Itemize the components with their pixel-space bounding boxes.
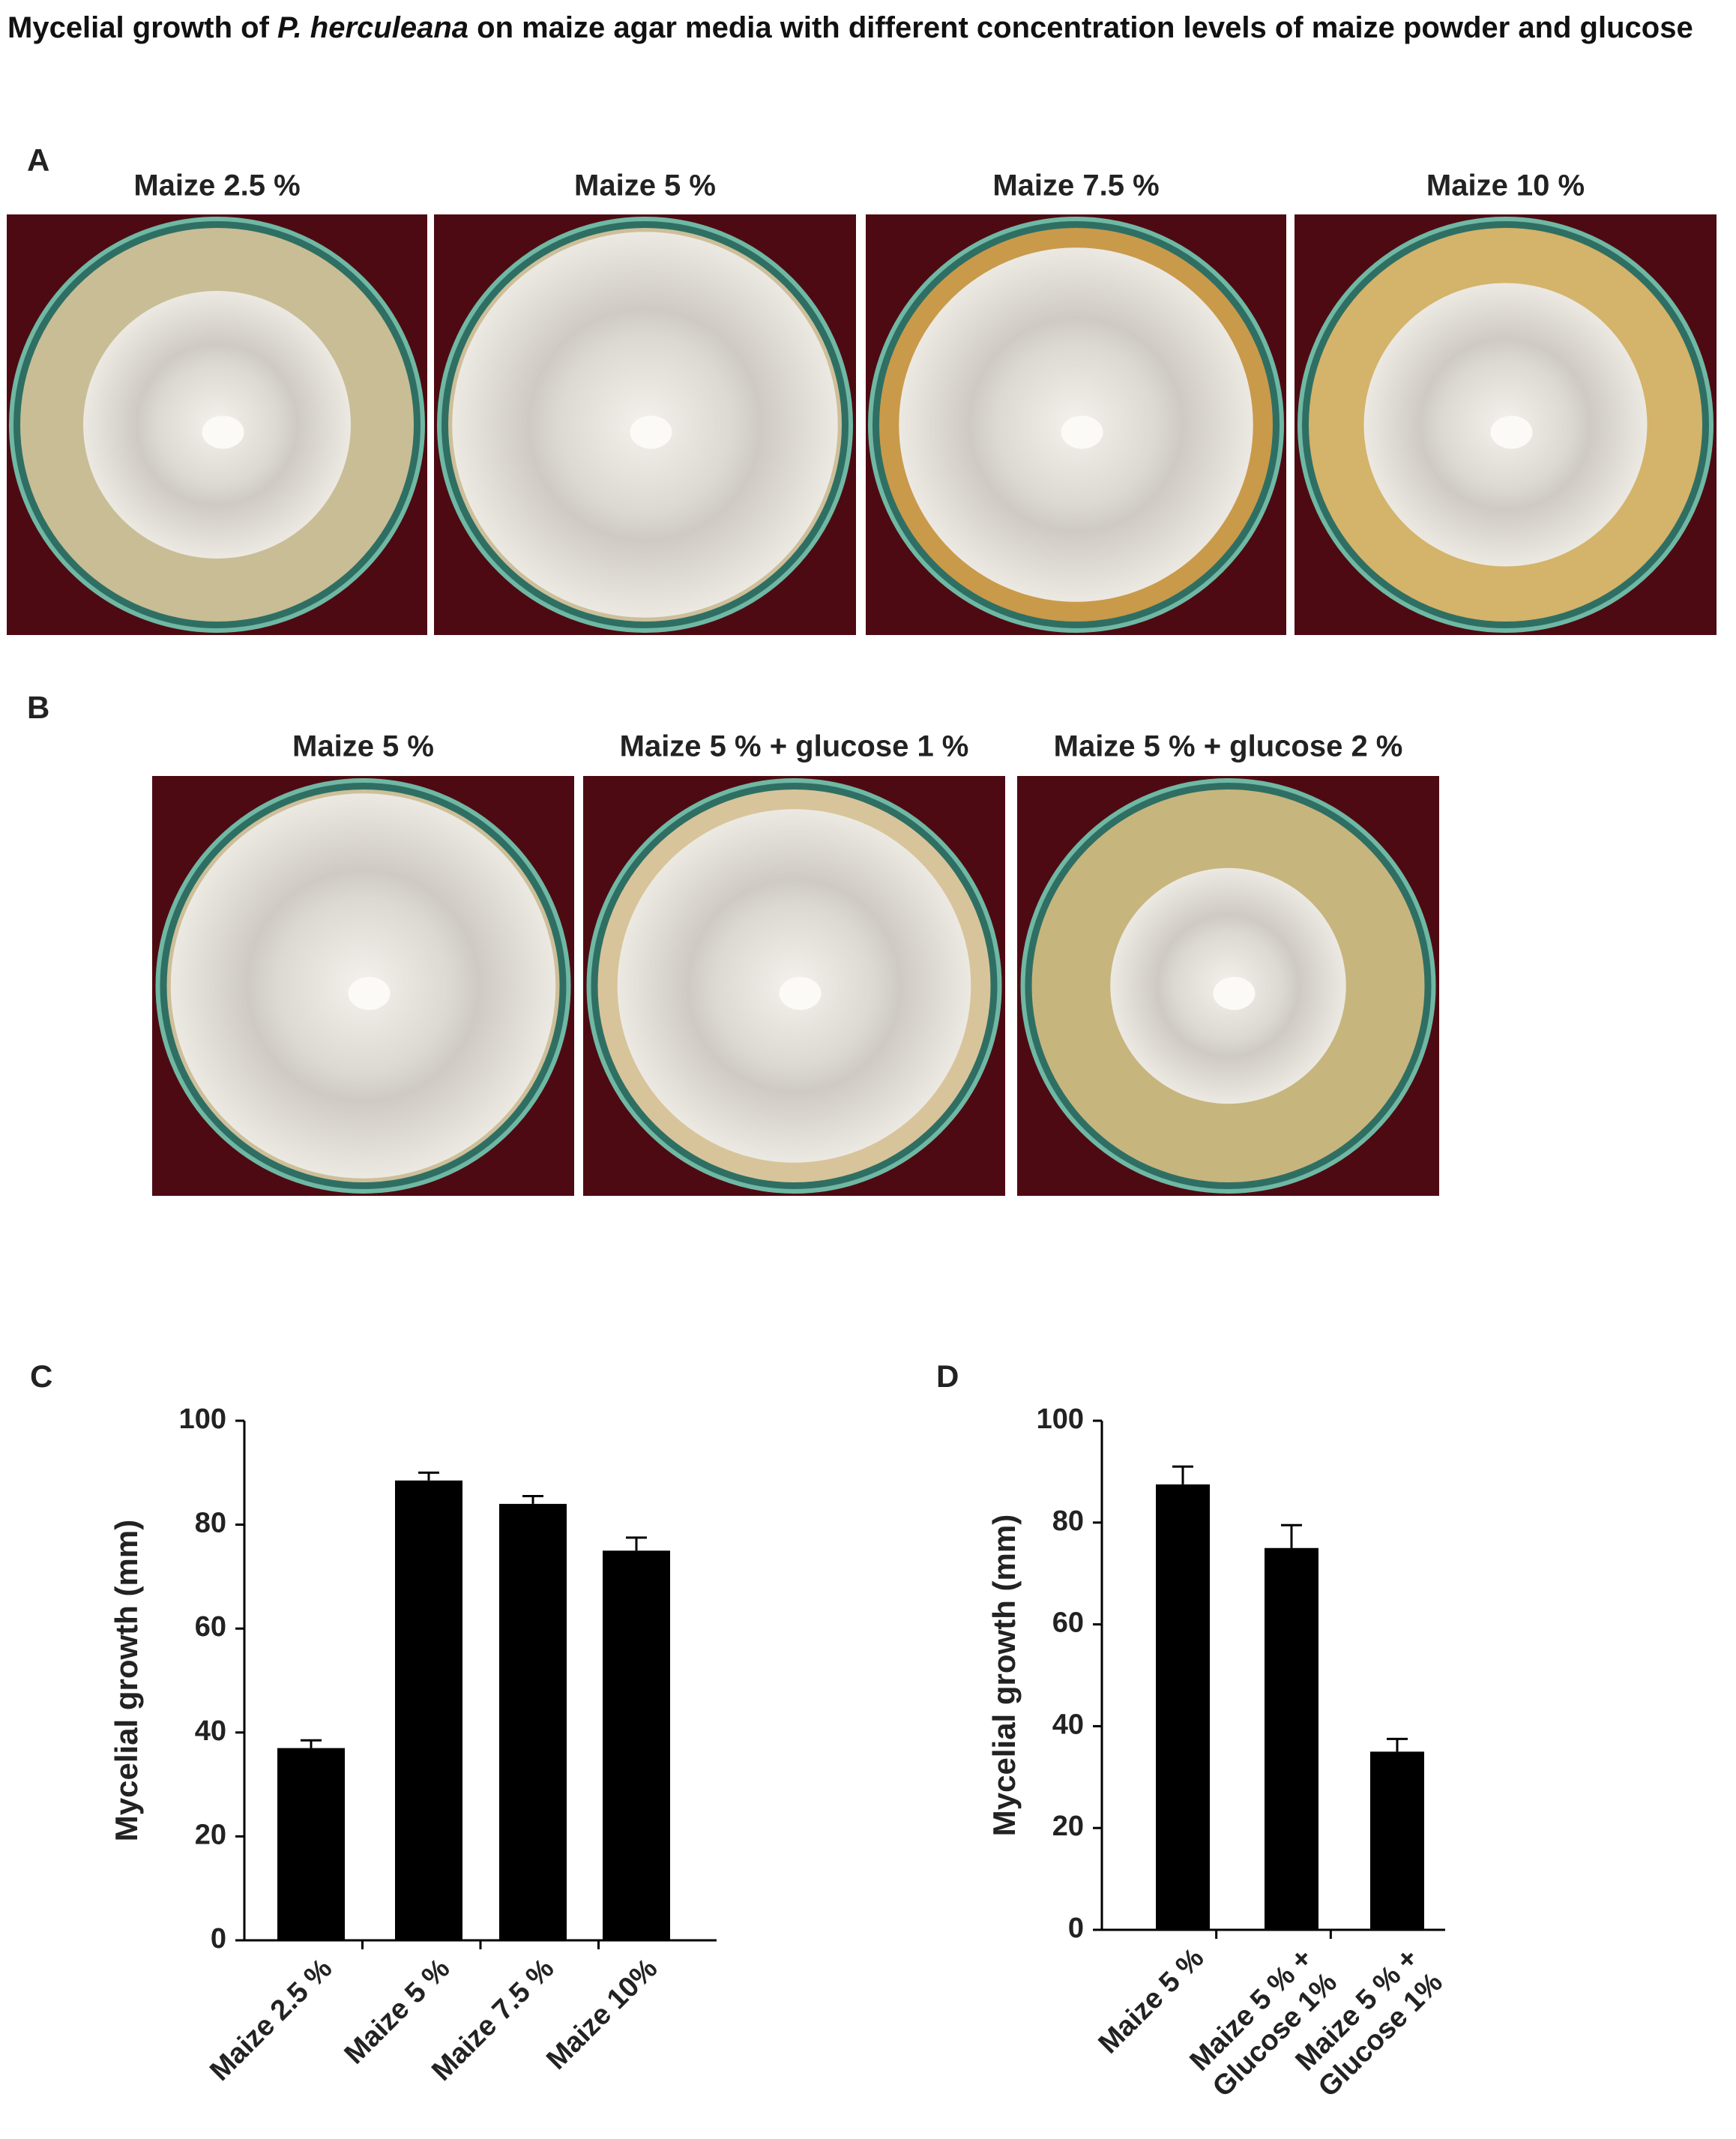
bar xyxy=(499,1503,567,1940)
bar xyxy=(395,1480,462,1940)
y-tick-label: 80 xyxy=(195,1508,226,1539)
y-tick-label: 40 xyxy=(1052,1709,1084,1740)
title-text: on maize agar media with different conce… xyxy=(468,11,1693,44)
bar xyxy=(1265,1547,1318,1930)
y-axis-label: Mycelial growth (mm) xyxy=(109,1520,144,1841)
photo-label: Maize 5 % + glucose 2 % xyxy=(1054,730,1403,763)
inoculum xyxy=(1490,415,1533,449)
panel-label: D xyxy=(936,1359,959,1394)
photo-label: Maize 10 % xyxy=(1426,169,1585,202)
y-tick-label: 0 xyxy=(1068,1913,1084,1944)
bar xyxy=(277,1748,345,1940)
title-text: Mycelial growth of xyxy=(7,11,278,44)
y-tick-label: 60 xyxy=(1052,1607,1084,1639)
y-tick-label: 80 xyxy=(1052,1505,1084,1537)
x-tick-label-line: Maize 5 % xyxy=(1093,1943,1211,2060)
bar xyxy=(1370,1751,1424,1930)
y-tick-label: 60 xyxy=(195,1611,226,1643)
y-axis-label: Mycelial growth (mm) xyxy=(986,1514,1022,1836)
panel-label: B xyxy=(27,690,49,725)
inoculum xyxy=(1213,977,1256,1010)
photo-label: Maize 5 % xyxy=(574,169,716,202)
y-tick-label: 100 xyxy=(1037,1404,1084,1435)
x-tick-label: Maize 10% xyxy=(540,1953,663,2076)
inoculum xyxy=(202,415,244,449)
photo-label: Maize 5 % + glucose 1 % xyxy=(620,730,969,763)
inoculum xyxy=(779,977,822,1010)
y-tick-label: 100 xyxy=(179,1404,226,1435)
y-tick-label: 20 xyxy=(195,1819,226,1850)
x-tick-label: Maize 5 % xyxy=(1093,1943,1211,2060)
y-tick-label: 20 xyxy=(1052,1811,1084,1842)
photo-label: Maize 2.5 % xyxy=(133,169,300,202)
inoculum xyxy=(630,415,672,449)
figure-title: Mycelial growth of P. herculeana on maiz… xyxy=(7,6,1724,49)
y-tick-label: 0 xyxy=(211,1923,226,1955)
inoculum xyxy=(348,977,391,1010)
bar xyxy=(1156,1484,1210,1930)
bar xyxy=(603,1550,670,1940)
title-species: P. herculeana xyxy=(277,11,469,44)
panel-label: C xyxy=(30,1359,52,1394)
photo-label: Maize 7.5 % xyxy=(992,169,1159,202)
y-tick-label: 40 xyxy=(195,1715,226,1747)
x-tick-label: Maize 2.5 % xyxy=(204,1953,338,2087)
inoculum xyxy=(1061,415,1103,449)
photo-label: Maize 5 % xyxy=(292,730,434,763)
panel-label: A xyxy=(27,142,49,178)
